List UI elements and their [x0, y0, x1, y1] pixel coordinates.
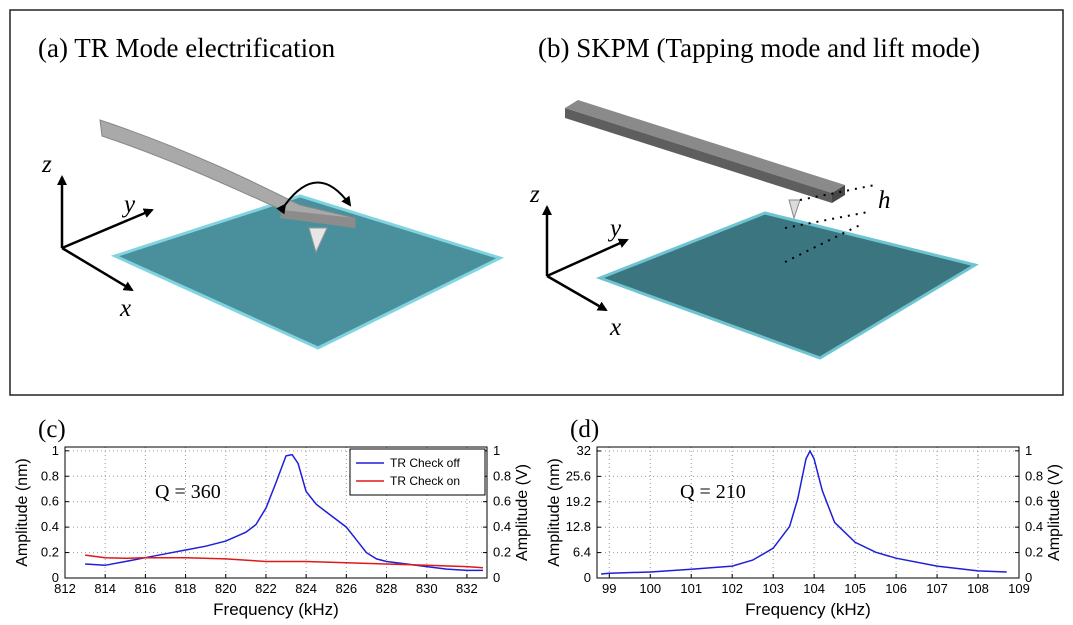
cantilever-end — [280, 210, 355, 228]
height-label: h — [878, 187, 891, 214]
x-tick-label: 824 — [295, 581, 317, 596]
y-tick-label: 12.8 — [566, 519, 591, 534]
dotted-line — [784, 224, 861, 263]
y2-tick-label: 0.2 — [493, 545, 511, 560]
y2-tick-label: 1 — [493, 443, 500, 458]
x-tick-label: 818 — [175, 581, 197, 596]
y-tick-label: 0.4 — [41, 519, 59, 534]
x-axis-label: Frequency (kHz) — [213, 600, 339, 619]
y2-tick-label: 0.6 — [1025, 494, 1043, 509]
cantilever-end — [832, 185, 845, 203]
legend-label: TR Check off — [390, 456, 460, 470]
y-axis-label: Amplitude (nm) — [546, 458, 563, 566]
axis-label: z — [529, 181, 540, 208]
panel-title: (b) SKPM (Tapping mode and lift mode) — [538, 33, 980, 63]
cantilever-side — [565, 108, 832, 203]
y-axis-label: Amplitude (nm) — [14, 458, 31, 566]
axis-label: y — [607, 215, 622, 242]
panel-label: (c) — [38, 416, 66, 443]
torsion-arrow — [276, 181, 352, 215]
x-tick-label: 101 — [680, 581, 702, 596]
axis-label: z — [41, 151, 52, 178]
y-tick-label: 0 — [52, 570, 59, 585]
y-tick-label: 1 — [52, 443, 59, 458]
x-tick-label: 832 — [456, 581, 478, 596]
y-tick-label: 0.6 — [41, 494, 59, 509]
axes-b — [542, 205, 629, 312]
y-tick-label: 0 — [584, 570, 591, 585]
y2-tick-label: 0.8 — [493, 468, 511, 483]
x-tick-label: 820 — [215, 581, 237, 596]
y2-tick-label: 0 — [1025, 570, 1032, 585]
x-tick-label: 826 — [335, 581, 357, 596]
y2-axis-label: Amplitude (V) — [1046, 464, 1063, 561]
axis-y — [546, 238, 629, 278]
y-tick-label: 0.8 — [41, 468, 59, 483]
x-tick-label: 104 — [803, 581, 825, 596]
y2-tick-label: 0.6 — [493, 494, 511, 509]
axis-y — [61, 208, 154, 250]
x-tick-label: 812 — [54, 581, 76, 596]
tip — [788, 199, 801, 220]
y2-tick-label: 0.8 — [1025, 468, 1043, 483]
y2-tick-label: 1 — [1025, 443, 1032, 458]
cantilever — [565, 100, 845, 193]
y2-tick-label: 0.2 — [1025, 545, 1043, 560]
axis-label: x — [609, 314, 621, 341]
legend-box — [349, 448, 486, 496]
y2-tick-label: 0.4 — [493, 519, 511, 534]
x-tick-label: 816 — [135, 581, 157, 596]
plot-frame — [596, 446, 1020, 579]
x-tick-label: 107 — [926, 581, 948, 596]
x-tick-label: 105 — [844, 581, 866, 596]
cantilever — [99, 119, 356, 229]
lift-lines — [784, 184, 876, 263]
y-tick-label: 6.4 — [573, 545, 591, 560]
panel-frame — [9, 9, 1064, 396]
x-tick-label: 102 — [721, 581, 743, 596]
y-tick-label: 25.6 — [566, 468, 591, 483]
x-tick-label: 822 — [255, 581, 277, 596]
x-tick-label: 814 — [94, 581, 116, 596]
axis-x — [61, 246, 134, 292]
line-series — [85, 554, 484, 569]
line-series — [85, 453, 483, 572]
plot-area — [597, 447, 1019, 578]
annotation: Q = 360 — [155, 481, 221, 503]
x-axis-label: Frequency (kHz) — [745, 600, 871, 619]
x-tick-label: 109 — [1008, 581, 1030, 596]
y2-tick-label: 0 — [493, 570, 500, 585]
x-tick-label: 830 — [416, 581, 438, 596]
y-tick-label: 19.2 — [566, 494, 591, 509]
x-tick-label: 100 — [639, 581, 661, 596]
axis-x — [546, 274, 608, 312]
y-tick-label: 32 — [577, 443, 591, 458]
panel-title: (a) TR Mode electrification — [38, 33, 336, 63]
x-tick-label: 106 — [885, 581, 907, 596]
x-tick-label: 108 — [967, 581, 989, 596]
y2-axis-label: Amplitude (V) — [514, 464, 531, 561]
x-tick-label: 103 — [762, 581, 784, 596]
legend-label: TR Check on — [390, 474, 460, 488]
y-tick-label: 0.2 — [41, 545, 59, 560]
sample-plane — [595, 211, 979, 360]
panel-label: (d) — [570, 416, 599, 443]
tip — [308, 227, 328, 254]
axes-a — [57, 175, 154, 292]
sample-plane — [110, 194, 505, 350]
axis-label: y — [121, 191, 136, 218]
plot-frame — [64, 446, 488, 579]
y2-tick-label: 0.4 — [1025, 519, 1043, 534]
line-series — [601, 449, 1007, 575]
axis-label: x — [119, 295, 131, 322]
x-tick-label: 828 — [376, 581, 398, 596]
annotation: Q = 210 — [680, 481, 746, 503]
x-tick-label: 99 — [602, 581, 616, 596]
